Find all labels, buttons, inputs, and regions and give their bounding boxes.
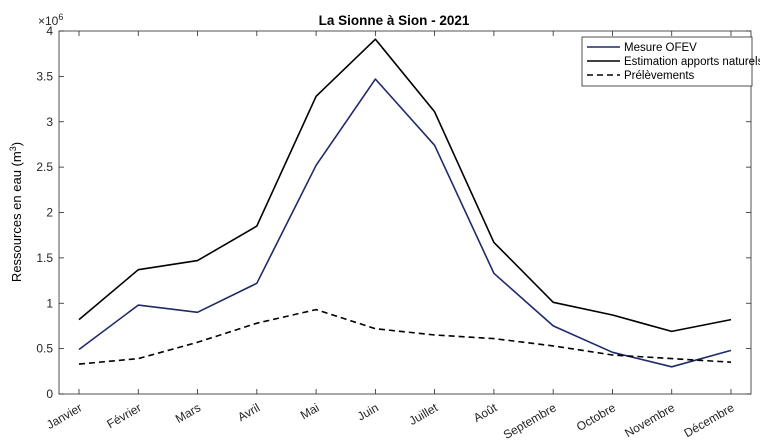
x-tick-label: Mars: [173, 400, 203, 425]
x-tick-labels: Janvier Février Mars Avril Mai Juin Juillet Aoû…: [44, 400, 737, 440]
x-tick-label: Avril: [235, 400, 262, 424]
x-tick-label: Décembre: [682, 400, 737, 440]
x-tick-label: Octobre: [574, 400, 618, 434]
legend-label-mesure: Mesure OFEV: [624, 42, 697, 54]
chart-title: La Sionne à Sion - 2021: [319, 13, 470, 28]
y-tick-label: 1: [46, 296, 53, 310]
y-tick-label: 4: [46, 24, 53, 38]
y-exponent: ×106: [38, 12, 63, 28]
x-tick-label: Juin: [355, 400, 381, 423]
series-layer: [78, 38, 732, 368]
legend: Mesure OFEV Estimation apports naturels …: [581, 36, 760, 87]
x-tick-label: Novembre: [622, 400, 677, 440]
legend-label-prelevements: Prélèvements: [624, 70, 695, 82]
x-tick-label: Juillet: [407, 400, 441, 428]
plot-area: [59, 31, 751, 394]
legend-label-estimation: Estimation apports naturels: [624, 56, 760, 68]
axis-ticks: [59, 30, 751, 395]
x-tick-label: Février: [104, 400, 143, 431]
series-line-1: [78, 38, 732, 333]
x-tick-label: Mai: [298, 400, 322, 422]
y-axis-label: Ressources en eau (m3): [8, 142, 24, 282]
y-tick-labels: 0 0.5 1 1.5 2 2.5 3 3.5 4: [36, 24, 53, 401]
y-tick-label: 3.5: [36, 69, 53, 83]
y-tick-label: 1.5: [36, 251, 53, 265]
y-tick-label: 2: [46, 206, 53, 220]
x-tick-label: Août: [471, 400, 500, 425]
x-tick-label: Janvier: [44, 400, 85, 431]
series-line-0: [78, 78, 732, 368]
series-line-2: [78, 308, 732, 365]
plot-frame: [58, 30, 752, 395]
y-tick-label: 0.5: [36, 342, 53, 356]
x-tick-label: Septembre: [501, 400, 559, 440]
y-tick-label: 0: [46, 387, 53, 401]
y-tick-label: 3: [46, 115, 53, 129]
y-tick-label: 2.5: [36, 160, 53, 174]
